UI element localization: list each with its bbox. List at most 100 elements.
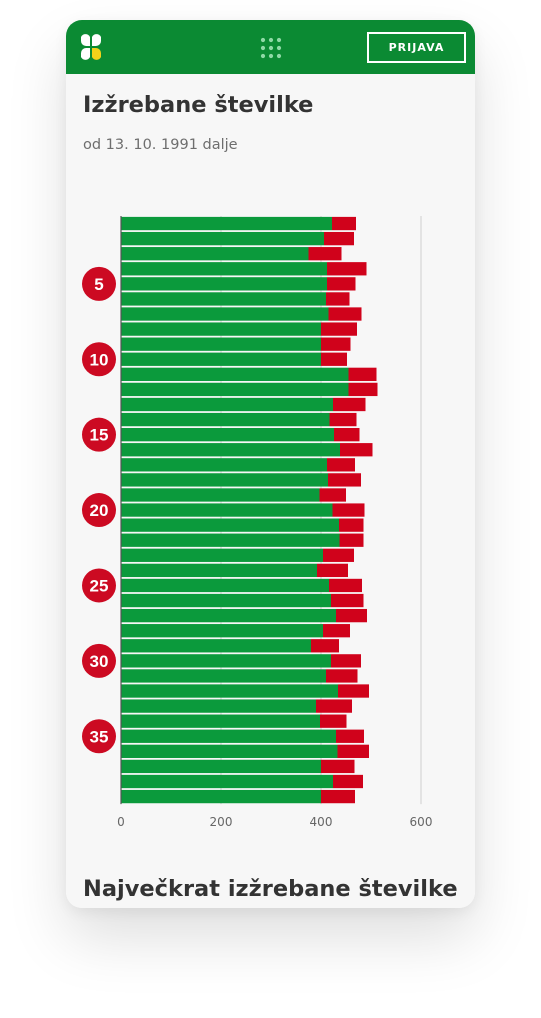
page-subtitle: od 13. 10. 1991 dalje: [83, 137, 238, 153]
bar-segment: [121, 518, 339, 532]
bar-segment: [121, 216, 332, 231]
bar-segment: [332, 216, 356, 231]
bar-segment: [328, 473, 361, 487]
bar-segment: [121, 608, 336, 623]
bar-segment: [121, 397, 333, 412]
bar-segment: [121, 488, 320, 502]
bar-segment: [323, 548, 354, 562]
bar-segment: [329, 412, 357, 427]
category-label: 10: [90, 350, 109, 369]
x-tick-label: 400: [310, 815, 333, 829]
bar-segment: [311, 639, 339, 653]
bar-segment: [121, 593, 331, 608]
phone-frame: PRIJAVA Izžrebane številke od 13. 10. 19…: [66, 20, 475, 908]
bar-segment: [121, 352, 321, 366]
bar-segment: [348, 367, 377, 381]
bar-segment: [337, 744, 369, 758]
bar-segment: [121, 322, 321, 336]
bar-segment: [121, 533, 340, 547]
bar-segment: [121, 503, 333, 517]
bar-segment: [121, 789, 321, 804]
x-tick-label: 600: [410, 815, 433, 829]
bar-segment: [121, 759, 321, 774]
bar-segment: [121, 307, 329, 321]
bar-segment: [121, 684, 338, 698]
category-badge: [82, 266, 116, 301]
bar-segment: [321, 322, 357, 336]
category-label: 35: [90, 727, 109, 746]
bar-segment: [321, 337, 351, 351]
bar-segment: [339, 533, 364, 547]
bar-segment: [336, 608, 367, 623]
bar-segment: [308, 247, 342, 261]
bar-segment: [121, 443, 340, 457]
bar-segment: [121, 262, 327, 276]
bar-segment: [121, 247, 309, 261]
bar-segment: [121, 458, 327, 472]
page-title: Izžrebane številke: [83, 92, 314, 118]
bar-segment: [340, 443, 373, 457]
x-tick-label: 0: [117, 815, 125, 829]
bar-segment: [339, 518, 364, 532]
bar-segment: [121, 473, 328, 487]
bar-segment: [121, 774, 333, 789]
bar-segment: [348, 382, 378, 397]
category-badge: [82, 568, 116, 603]
category-label: 20: [90, 501, 109, 520]
bar-segment: [121, 412, 330, 427]
category-badge: [82, 643, 116, 678]
section-title: Največkrat izžrebane številke: [83, 876, 458, 902]
bar-segment: [334, 428, 360, 442]
bar-segment: [121, 699, 316, 713]
bar-segment: [121, 231, 324, 246]
bar-segment: [333, 397, 366, 412]
category-label: 5: [94, 275, 103, 294]
bar-segment: [326, 292, 350, 306]
category-badge: [82, 719, 116, 754]
category-badge: [82, 417, 116, 452]
bar-segment: [324, 231, 354, 246]
bar-segment: [121, 669, 326, 683]
bar-segment: [121, 729, 336, 743]
bar-segment: [121, 578, 329, 593]
bar-segment: [321, 759, 355, 774]
bar-segment: [327, 458, 355, 472]
bar-segment: [121, 428, 334, 442]
bar-segment: [328, 307, 362, 321]
login-button[interactable]: PRIJAVA: [367, 32, 466, 63]
drawn-numbers-chart: 5 10 15 20 25 30 35 0 200 400 600: [82, 216, 433, 829]
category-badge: [82, 493, 116, 528]
bar-segment: [316, 699, 352, 713]
bar-segment: [121, 382, 349, 397]
bar-segment: [319, 488, 346, 502]
bar-segment: [331, 593, 364, 608]
bar-segment: [331, 654, 361, 668]
category-badge: [82, 342, 116, 377]
bar-segment: [121, 624, 323, 638]
bar-segment: [121, 277, 327, 291]
bar-segment: [121, 563, 317, 578]
bar-segment: [333, 774, 363, 789]
clover-logo-icon[interactable]: [78, 34, 104, 60]
bar-segment: [329, 578, 362, 593]
bar-segment: [326, 669, 358, 683]
bar-segment: [121, 639, 311, 653]
bar-segment: [323, 624, 350, 638]
bar-segment: [336, 729, 364, 743]
bar-segment: [327, 277, 356, 291]
bar-segment: [121, 292, 326, 306]
x-tick-label: 200: [210, 815, 233, 829]
bar-segment: [321, 352, 347, 366]
bar-segment: [320, 714, 347, 728]
bar-segment: [121, 714, 320, 728]
apps-grid-icon[interactable]: [260, 37, 282, 59]
bar-segment: [338, 684, 369, 698]
bar-segment: [121, 548, 323, 562]
bar-segment: [121, 337, 321, 351]
category-label: 15: [90, 426, 109, 445]
category-label: 30: [90, 652, 109, 671]
category-label: 25: [90, 576, 109, 595]
bar-segment: [332, 503, 365, 517]
bar-segment: [121, 654, 331, 668]
bar-segment: [121, 744, 338, 758]
